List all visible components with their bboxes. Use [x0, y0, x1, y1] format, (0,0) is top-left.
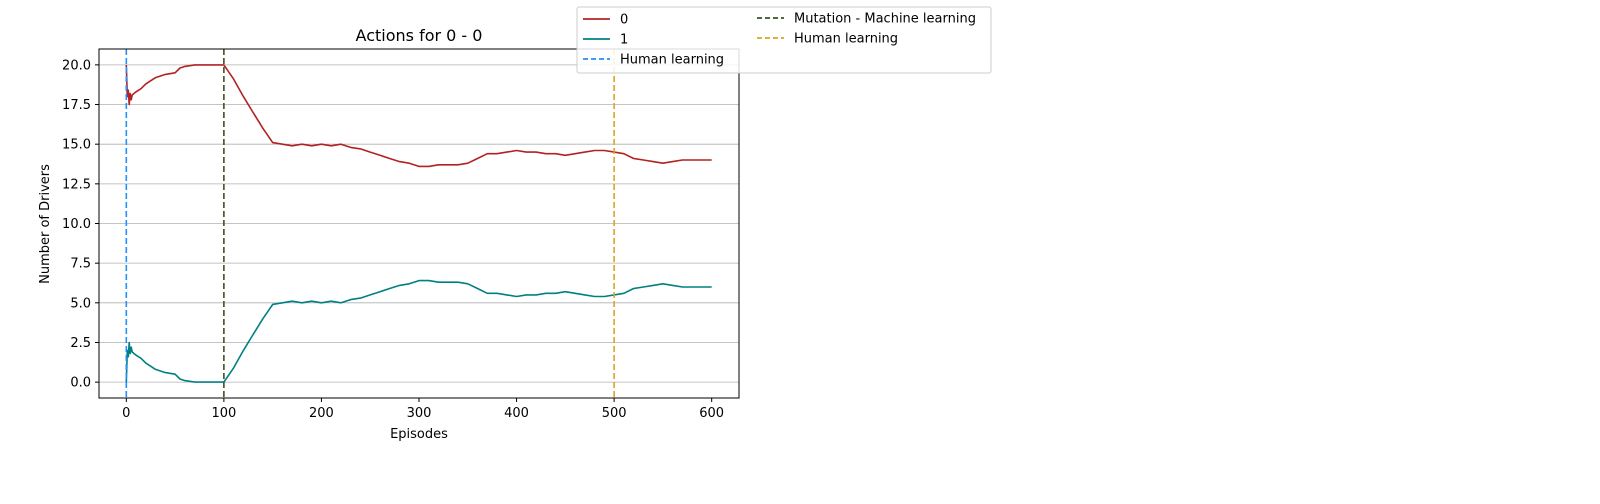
data-layer: [125, 49, 712, 398]
y-tick-label: 0.0: [70, 376, 91, 391]
y-tick-label: 5.0: [70, 296, 91, 311]
x-tick-label: 300: [407, 406, 432, 421]
legend-label: Mutation - Machine learning: [794, 12, 976, 27]
x-tick-label: 400: [504, 406, 529, 421]
legend-box: [576, 6, 992, 74]
series-line-1: [125, 279, 712, 383]
legend-label: Human learning: [794, 32, 898, 47]
y-tick-label: 15.0: [62, 138, 91, 153]
legend: 0 1 Human learning Mutation - Machine learn…: [576, 6, 992, 74]
legend-label: 0: [620, 13, 628, 28]
y-tick-label: 2.5: [70, 336, 91, 351]
grid-lines: [99, 64, 739, 383]
x-tick-label: 500: [602, 406, 627, 421]
legend-label: Human learning: [620, 53, 724, 68]
x-tick-label: 600: [699, 406, 724, 421]
y-tick-label: 7.5: [70, 257, 91, 272]
axis-ticks: 0.0 2.5 5.0 7.5 10.0 12.5 15.0 17.5 20.0 0 100 200 3…: [62, 58, 724, 421]
chart-title: Actions for 0 - 0: [356, 26, 483, 45]
y-tick-label: 10.0: [62, 217, 91, 232]
x-tick-label: 0: [122, 406, 130, 421]
legend-label: 1: [620, 33, 628, 48]
x-tick-label: 100: [211, 406, 236, 421]
x-axis-label: Episodes: [390, 427, 448, 442]
y-tick-label: 17.5: [62, 98, 91, 113]
x-tick-label: 200: [309, 406, 334, 421]
series-line-0: [125, 64, 712, 168]
y-axis-label: Number of Drivers: [38, 164, 53, 284]
y-tick-label: 20.0: [62, 58, 91, 73]
y-tick-label: 12.5: [62, 177, 91, 192]
